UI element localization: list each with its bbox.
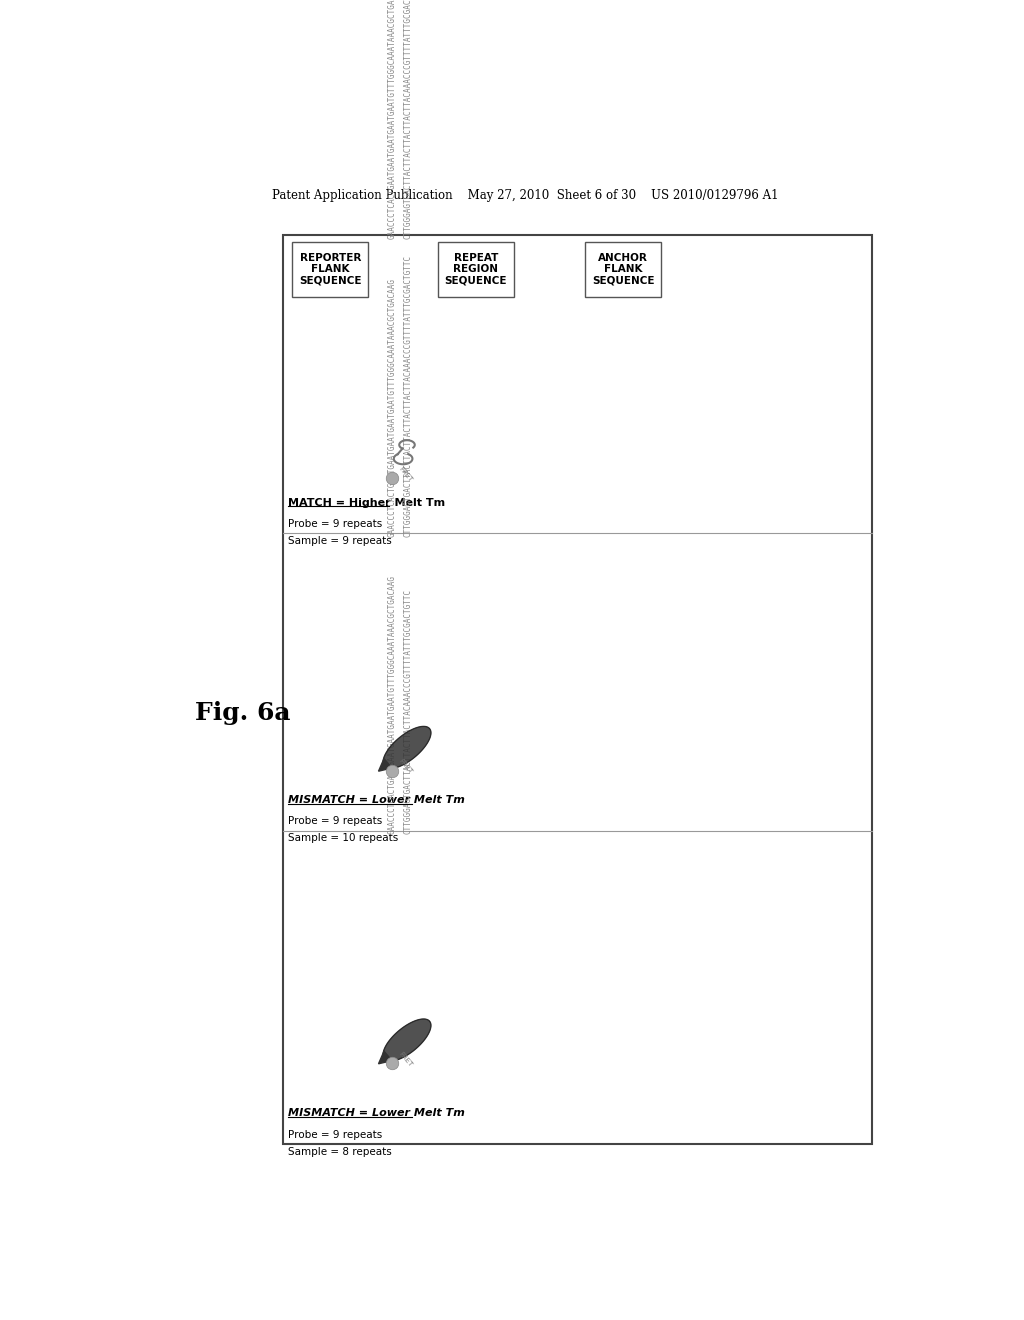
Text: ANCHOR
FLANK
SEQUENCE: ANCHOR FLANK SEQUENCE: [592, 252, 654, 286]
Text: MISMATCH = Lower Melt Tm: MISMATCH = Lower Melt Tm: [289, 795, 465, 805]
Bar: [283, 235, 872, 1144]
Bar: [292, 242, 369, 297]
Text: CTTGGGAGTGACTTACTTACTTACTTACTTACTTACAAACCCGTTTTATTTGCGACTGTTC: CTTGGGAGTGACTTACTTACTTACTTACTTACTTACAAAC…: [403, 255, 412, 537]
Text: FRET: FRET: [397, 1051, 414, 1068]
Polygon shape: [383, 726, 431, 768]
Text: REPORTER
FLANK
SEQUENCE: REPORTER FLANK SEQUENCE: [299, 252, 361, 286]
Text: GAACCCTCACTGAATGAATGAATGAATGAATGTTTGGGCAAATAAACGCTGACAAG: GAACCCTCACTGAATGAATGAATGAATGAATGTTTGGGCA…: [388, 0, 396, 239]
Text: MISMATCH = Lower Melt Tm: MISMATCH = Lower Melt Tm: [289, 1109, 465, 1118]
Text: GAACCCTCACTGAATGAATGAATGAATGAATGTTTGGGCAAATAAACGCTGACAAG: GAACCCTCACTGAATGAATGAATGAATGAATGTTTGGGCA…: [388, 576, 396, 834]
Text: FRET: FRET: [397, 758, 414, 775]
Text: FRET: FRET: [397, 466, 414, 483]
Text: Probe = 9 repeats: Probe = 9 repeats: [289, 1130, 383, 1139]
Text: CTTGGGAGTGACTTACTTACTTACTTACTTACAAACCCGTTTTATTTGCGACTGTTC: CTTGGGAGTGACTTACTTACTTACTTACTTACAAACCCGT…: [403, 0, 412, 239]
Text: Sample = 10 repeats: Sample = 10 repeats: [289, 833, 398, 843]
Polygon shape: [383, 1019, 431, 1061]
Text: Sample = 8 repeats: Sample = 8 repeats: [289, 1147, 392, 1156]
Text: REPEAT
REGION
SEQUENCE: REPEAT REGION SEQUENCE: [444, 252, 507, 286]
Bar: [438, 242, 514, 297]
Text: GAACCCTCACTGAATGAATGAATGAATGAATGTTTGGGCAAATAAACGCTGACAAG: GAACCCTCACTGAATGAATGAATGAATGAATGTTTGGGCA…: [388, 279, 396, 537]
Text: Sample = 9 repeats: Sample = 9 repeats: [289, 536, 392, 546]
Polygon shape: [379, 1051, 392, 1064]
Text: Probe = 9 repeats: Probe = 9 repeats: [289, 816, 383, 826]
Polygon shape: [379, 759, 392, 771]
Text: MATCH = Higher Melt Tm: MATCH = Higher Melt Tm: [289, 498, 445, 508]
Text: Probe = 9 repeats: Probe = 9 repeats: [289, 519, 383, 529]
Text: CTTGGGAGTGACTTACTTACTTACTTACAAACCCGTTTTATTTGCGACTGTTC: CTTGGGAGTGACTTACTTACTTACTTACAAACCCGTTTTA…: [403, 589, 412, 834]
Bar: [586, 242, 662, 297]
Text: Fig. 6a: Fig. 6a: [195, 701, 291, 725]
Text: Patent Application Publication    May 27, 2010  Sheet 6 of 30    US 2010/0129796: Patent Application Publication May 27, 2…: [271, 189, 778, 202]
